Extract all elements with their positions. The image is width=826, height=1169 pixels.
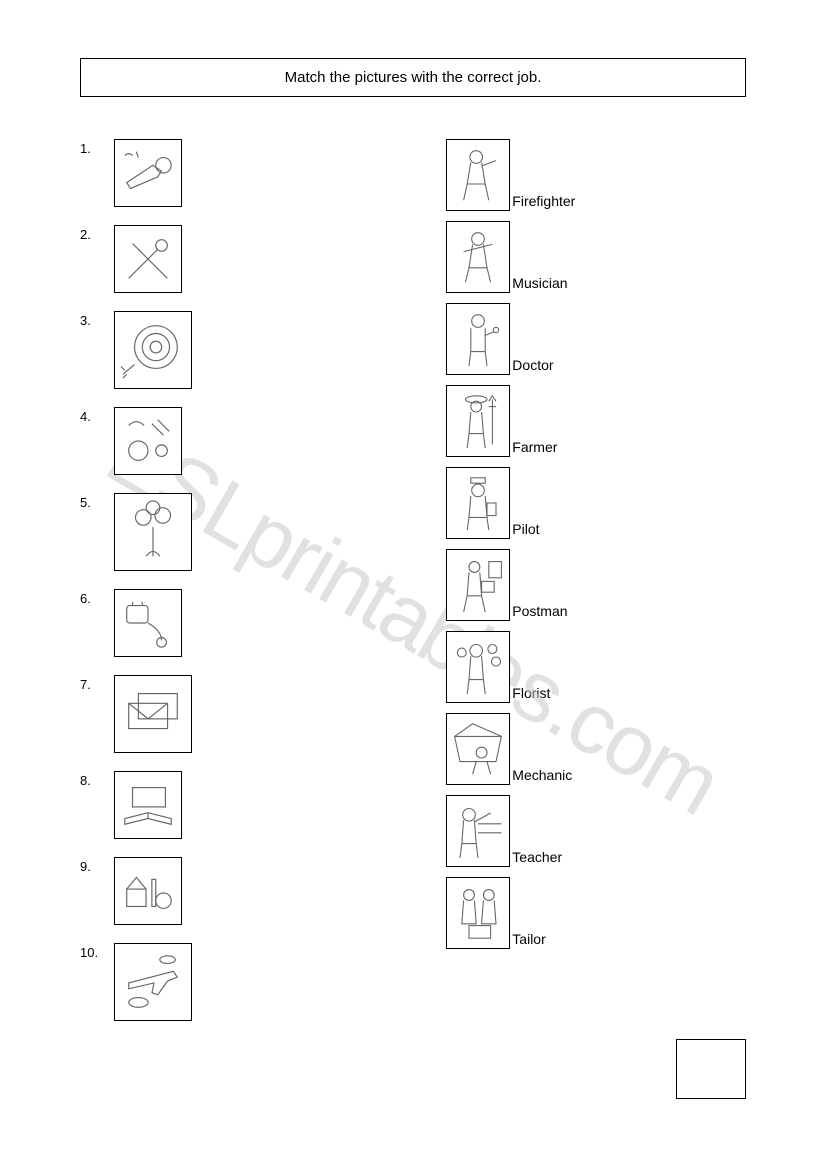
right-item-florist: Florist: [446, 631, 746, 703]
instruction-text: Match the pictures with the correct job.: [285, 69, 542, 86]
left-item-3: 3.: [80, 311, 446, 389]
item-number: 2.: [80, 225, 114, 242]
job-label: Pilot: [510, 521, 539, 539]
job-label: Mechanic: [510, 767, 572, 785]
pilot-icon: [446, 467, 510, 539]
right-item-doctor: Doctor: [446, 303, 746, 375]
worksheet-page: ESLprintables.com Match the pictures wit…: [0, 0, 826, 1169]
farm-icon: [114, 857, 182, 925]
farmer-icon: [446, 385, 510, 457]
books-icon: [114, 771, 182, 839]
left-item-9: 9.: [80, 857, 446, 925]
flowers-icon: [114, 493, 192, 571]
doctor-icon: [446, 303, 510, 375]
left-item-2: 2.: [80, 225, 446, 293]
job-label: Florist: [510, 685, 550, 703]
left-item-5: 5.: [80, 493, 446, 571]
right-item-musician: Musician: [446, 221, 746, 293]
item-number: 8.: [80, 771, 114, 788]
item-number: 10.: [80, 943, 114, 960]
right-item-teacher: Teacher: [446, 795, 746, 867]
left-item-6: 6.: [80, 589, 446, 657]
right-item-mechanic: Mechanic: [446, 713, 746, 785]
tailor-icon: [446, 877, 510, 949]
left-item-8: 8.: [80, 771, 446, 839]
score-box: [676, 1039, 746, 1099]
job-label: Farmer: [510, 439, 557, 457]
job-label: Postman: [510, 603, 567, 621]
item-number: 4.: [80, 407, 114, 424]
postman-icon: [446, 549, 510, 621]
left-item-1: 1.: [80, 139, 446, 207]
right-column: Firefighter Musician Doctor Farmer: [446, 139, 746, 1039]
job-label: Doctor: [510, 357, 553, 375]
firefighter-icon: [446, 139, 510, 211]
left-column: 1. 2. 3. 4.: [80, 139, 446, 1039]
item-number: 7.: [80, 675, 114, 692]
musician-icon: [446, 221, 510, 293]
teacher-icon: [446, 795, 510, 867]
item-number: 3.: [80, 311, 114, 328]
columns-container: 1. 2. 3. 4.: [80, 139, 746, 1039]
job-label: Firefighter: [510, 193, 575, 211]
left-item-7: 7.: [80, 675, 446, 753]
item-number: 5.: [80, 493, 114, 510]
item-number: 1.: [80, 139, 114, 156]
instruction-box: Match the pictures with the correct job.: [80, 58, 746, 97]
job-label: Teacher: [510, 849, 562, 867]
mechanic-icon: [446, 713, 510, 785]
trumpet-icon: [114, 139, 182, 207]
stethoscope-icon: [114, 589, 182, 657]
job-label: Musician: [510, 275, 567, 293]
right-item-postman: Postman: [446, 549, 746, 621]
left-item-4: 4.: [80, 407, 446, 475]
florist-icon: [446, 631, 510, 703]
right-item-pilot: Pilot: [446, 467, 746, 539]
item-number: 6.: [80, 589, 114, 606]
right-item-farmer: Farmer: [446, 385, 746, 457]
airplane-icon: [114, 943, 192, 1021]
right-item-firefighter: Firefighter: [446, 139, 746, 211]
item-number: 9.: [80, 857, 114, 874]
firehose-icon: [114, 311, 192, 389]
job-label: Tailor: [510, 931, 545, 949]
right-item-tailor: Tailor: [446, 877, 746, 949]
left-item-10: 10.: [80, 943, 446, 1021]
tools-icon: [114, 225, 182, 293]
sewing-icon: [114, 407, 182, 475]
letters-icon: [114, 675, 192, 753]
